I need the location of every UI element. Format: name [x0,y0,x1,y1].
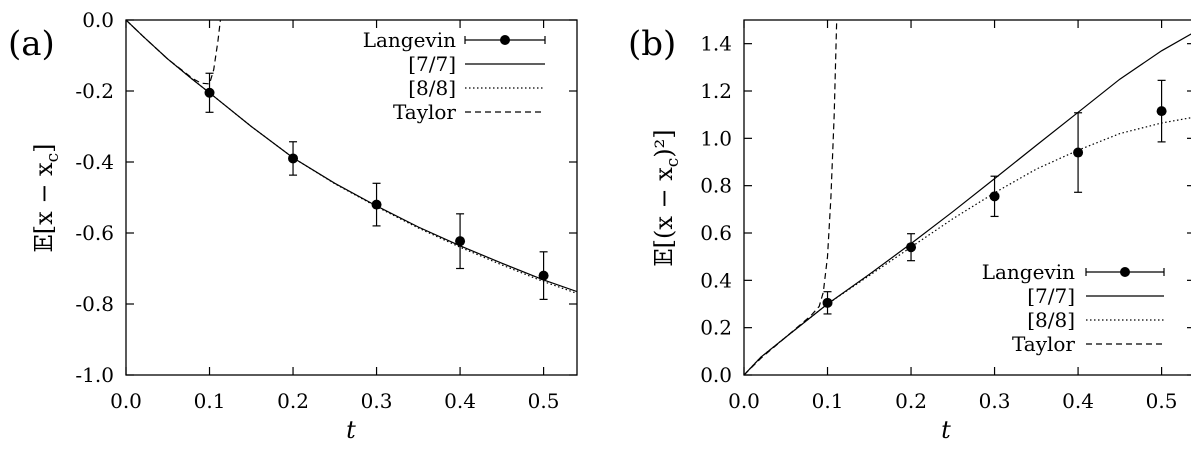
panel-b-ytick-label: 0.6 [700,221,732,245]
panel-b-ytick-label: 1.2 [700,79,732,103]
panel-a: (a) 0.0 0.1 0.2 0.3 0.4 0.5 0.0 -0.2 -0.4 -0.6 -0.… [8,8,578,444]
panel-b-xtick-label: 0.4 [1062,389,1094,413]
panel-a-series [126,20,577,300]
panel-b-legend-taylor-label: Taylor [1012,332,1075,356]
panel-a-xlabel: t [346,416,356,444]
panel-a-series-88-line [126,20,577,294]
panel-b-ylabel-close: )²] [650,129,678,157]
panel-b-ylabel: 𝔼[(x − xc)²] [650,129,683,266]
panel-a-series-taylor-line [126,20,221,85]
panel-a-ticks: 0.0 0.1 0.2 0.3 0.4 0.5 0.0 -0.2 -0.4 -0.6 -0.8 -1.… [75,8,577,413]
panel-b: (b) 0.0 0.1 0.2 0.3 0.4 0.5 0.0 0.2 0.4 0.6 0.8 1.0… [628,19,1191,444]
panel-b-ytick-label: 0.2 [700,316,732,340]
panel-a-ytick-label: -0.2 [75,79,114,103]
panel-b-xtick-label: 0.0 [728,389,760,413]
panel-b-ytick-label: 0.4 [700,268,732,292]
panel-b-xtick-label: 0.2 [895,389,927,413]
panel-a-xtick-label: 0.1 [194,389,226,413]
panel-b-ytick-label: 1.0 [700,126,732,150]
panel-b-legend-88-label: [8/8] [1027,308,1075,332]
panel-a-ytick-label: -0.6 [75,221,114,245]
panel-b-series-77-line [744,33,1191,375]
panel-b-series-langevin-point [1073,147,1084,158]
panel-b-series [744,20,1191,375]
panel-b-label: (b) [628,24,676,64]
panel-b-series-langevin-point [989,191,1000,202]
panel-b-ylabel-main: 𝔼[(x − x [650,167,678,267]
panel-a-legend-langevin-sample-point [500,35,510,45]
panel-b-ytick-label: 0.8 [700,174,732,198]
panel-b-xtick-label: 0.5 [1146,389,1178,413]
panel-a-series-77-line [126,20,577,293]
panel-a-xtick-label: 0.4 [444,389,476,413]
panel-a-legend-77-label: [7/7] [408,52,456,76]
panel-a-ylabel-close: ] [30,144,58,153]
panel-a-ylabel-sub: c [43,153,63,163]
panel-a-series-langevin-point [455,236,466,247]
panel-a-xtick-label: 0.3 [361,389,393,413]
panel-b-legend: Langevin[7/7][8/8]Taylor [982,260,1165,356]
panel-a-label: (a) [8,24,55,64]
panel-a-legend-taylor-label: Taylor [393,100,456,124]
panel-b-ticks: 0.0 0.1 0.2 0.3 0.4 0.5 0.0 0.2 0.4 0.6 0.8 1.0 1.2 1… [700,20,1191,413]
panel-b-frame [743,19,1191,376]
panel-a-ylabel-main: 𝔼[x − x [30,162,58,253]
panel-b-xtick-label: 0.1 [812,389,844,413]
panel-b-xlabel: t [941,416,951,444]
panel-a-ytick-label: 0.0 [82,8,114,32]
panel-a-ytick-label: -0.4 [75,150,114,174]
panel-a-xtick-label: 0.0 [110,389,142,413]
panel-b-legend-77-label: [7/7] [1027,284,1075,308]
panel-a-legend: Langevin[7/7][8/8]Taylor [363,28,546,124]
panel-a-xtick-label: 0.2 [277,389,309,413]
panel-b-ytick-label: 1.4 [700,32,732,56]
panel-b-xtick-label: 0.3 [979,389,1011,413]
panel-a-ytick-label: -1.0 [75,363,114,387]
panel-b-series-taylor-line [744,20,838,375]
panel-b-legend-langevin-sample-point [1120,267,1130,277]
panel-b-series-langevin-point [1156,106,1167,117]
panel-b-legend-langevin-label: Langevin [982,260,1075,284]
panel-a-legend-langevin-label: Langevin [363,28,456,52]
panel-a-series-langevin-point [538,270,549,281]
panel-b-series-88-line [744,117,1191,375]
panel-a-xtick-label: 0.5 [528,389,560,413]
panel-b-ytick-label: 0.0 [700,363,732,387]
panel-a-legend-88-label: [8/8] [408,76,456,100]
panel-a-frame [125,19,578,376]
panel-a-ytick-label: -0.8 [75,292,114,316]
panel-b-ylabel-sub: c [663,158,683,168]
panel-a-ylabel: 𝔼[x − xc] [30,144,63,253]
